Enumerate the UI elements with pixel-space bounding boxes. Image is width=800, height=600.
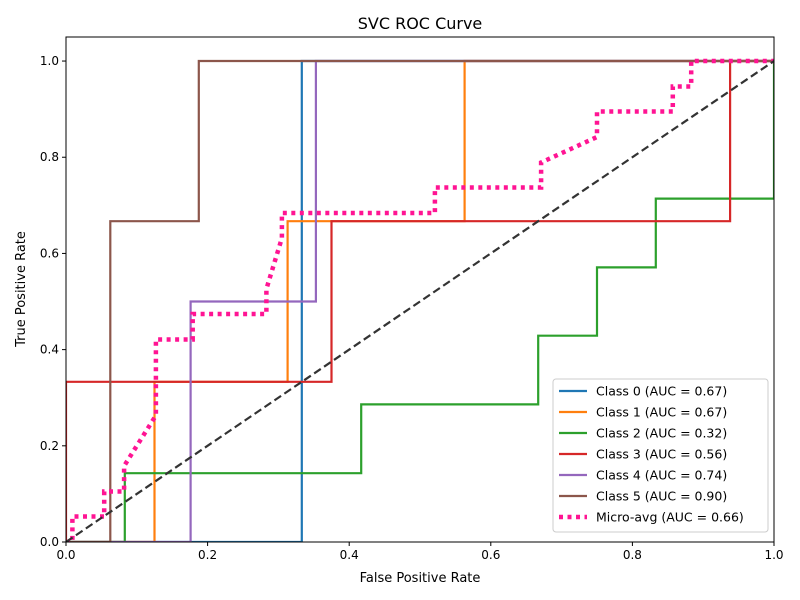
y-tick-label: 0.2 xyxy=(40,439,59,453)
x-tick-label: 0.2 xyxy=(198,548,217,562)
x-axis-label: False Positive Rate xyxy=(360,571,481,586)
chart-title: SVC ROC Curve xyxy=(358,14,483,33)
x-tick-label: 0.0 xyxy=(56,548,75,562)
x-tick-label: 0.4 xyxy=(340,548,359,562)
x-tick-label: 0.6 xyxy=(481,548,500,562)
chance-line xyxy=(66,60,774,542)
legend-label-4: Class 4 (AUC = 0.74) xyxy=(596,468,727,483)
legend-label-5: Class 5 (AUC = 0.90) xyxy=(596,489,727,504)
y-axis-ticks: 0.0 0.2 0.4 0.6 0.8 1.0 xyxy=(40,54,66,549)
legend-label-6: Micro-avg (AUC = 0.66) xyxy=(596,510,744,525)
x-tick-label: 0.8 xyxy=(623,548,642,562)
y-tick-label: 0.4 xyxy=(40,343,59,357)
roc-series-line-5 xyxy=(66,59,774,542)
legend-label-3: Class 3 (AUC = 0.56) xyxy=(596,447,727,462)
x-axis-ticks: 0.0 0.2 0.4 0.6 0.8 1.0 xyxy=(56,542,784,562)
y-tick-label: 0.8 xyxy=(40,150,59,164)
roc-series-line-6 xyxy=(66,58,774,542)
axes-frame xyxy=(65,36,775,543)
y-tick-label: 0.6 xyxy=(40,246,59,260)
y-axis-label: True Positive Rate xyxy=(14,231,29,348)
y-tick-label: 1.0 xyxy=(40,54,59,68)
legend-label-2: Class 2 (AUC = 0.32) xyxy=(596,426,727,441)
legend-label-1: Class 1 (AUC = 0.67) xyxy=(596,405,727,420)
roc-series-line-2 xyxy=(66,61,774,542)
legend-box xyxy=(552,378,769,533)
legend: Class 0 (AUC = 0.67) Class 1 (AUC = 0.67)… xyxy=(552,378,769,533)
plot-area xyxy=(66,58,774,542)
y-tick-label: 0.0 xyxy=(40,535,59,549)
x-tick-label: 1.0 xyxy=(764,548,783,562)
legend-label-0: Class 0 (AUC = 0.67) xyxy=(596,384,727,399)
